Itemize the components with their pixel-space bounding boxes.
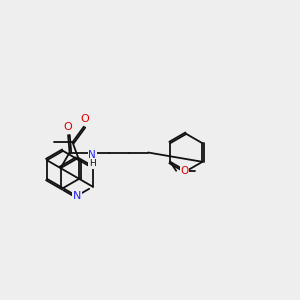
Text: N: N [73, 191, 81, 201]
Text: N: N [88, 150, 96, 160]
Text: O: O [64, 122, 73, 132]
Text: H: H [89, 159, 95, 168]
Text: O: O [181, 167, 189, 176]
Text: O: O [80, 113, 89, 124]
